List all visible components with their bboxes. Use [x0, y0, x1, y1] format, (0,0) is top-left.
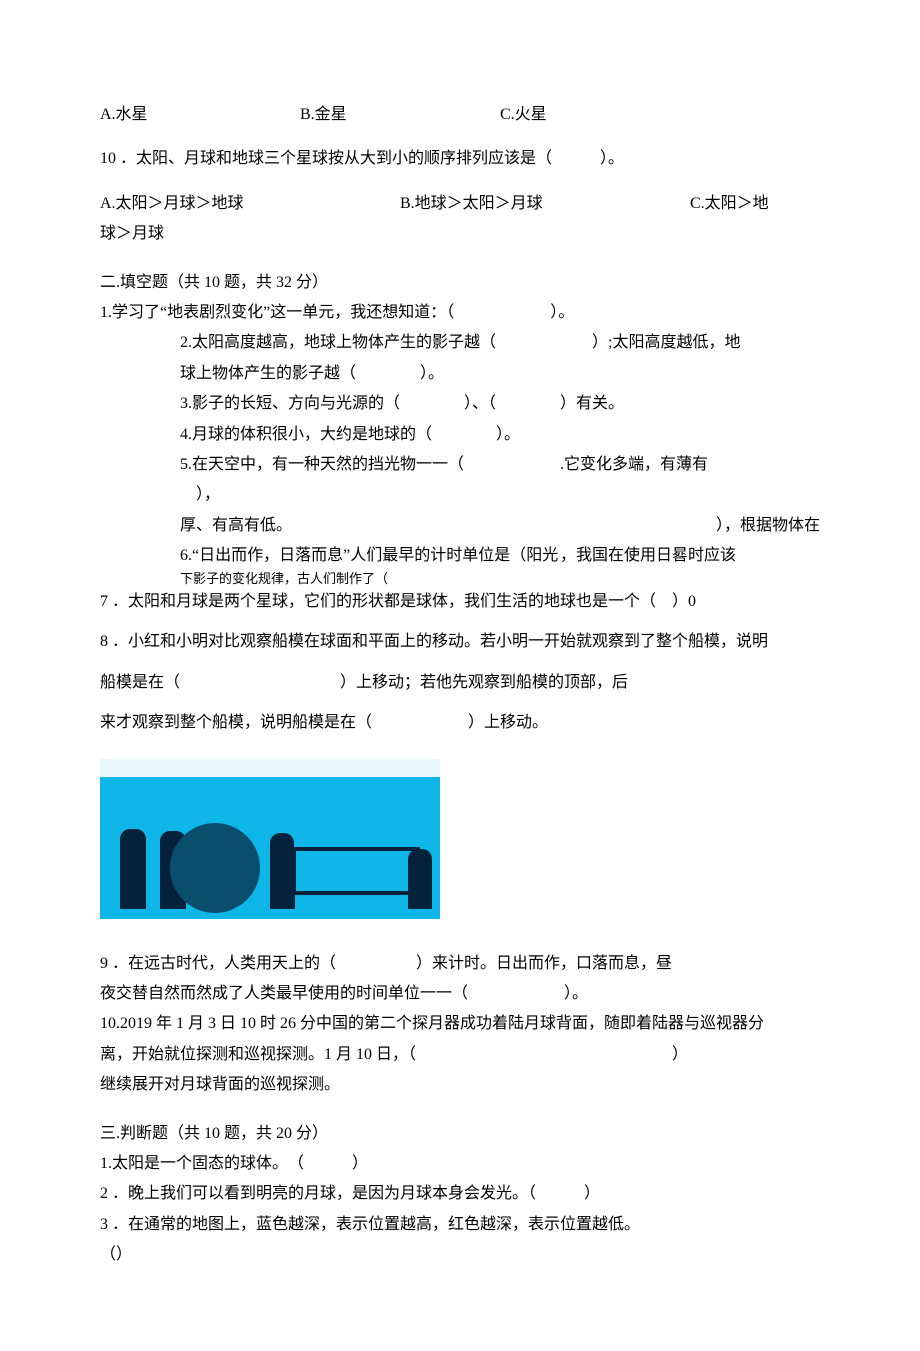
- fill-6-right-frag: ），根据物体在: [716, 511, 820, 541]
- fill-6-line1-a: 6.“日出而作，日落而息”人们最早的计时单位是（阳光: [180, 541, 560, 571]
- judge-3-line2: （）: [100, 1240, 820, 1270]
- fill-10-line2: 离，开始就位探测和巡视探测。1 月 10 日，（ ）: [100, 1040, 820, 1070]
- q10-opt-c-part2: 球＞月球: [100, 219, 820, 249]
- fill-8-line1: 8 ．小红和小明对比观察船模在球面和平面上的移动。若小明一开始就观察到了整个船模…: [100, 627, 820, 657]
- fill-5-line2: ），: [100, 480, 820, 510]
- figure-person-1: [120, 829, 146, 909]
- fill-6-line2: 下影子的变化规律，古人们制作了（: [100, 571, 820, 587]
- q10-opt-a: A.太阳＞月球＞地球: [100, 189, 400, 219]
- fill-8-line2: 船模是在（ ）上移动；若他先观察到船模的顶部，后: [100, 668, 820, 698]
- fill-1: 1.学习了“地表剧烈变化”这一单元，我还想知道：（ ）。: [100, 298, 820, 328]
- fill-10-line3: 继续展开对月球背面的巡视探测。: [100, 1070, 820, 1100]
- q10-stem: 10 ．太阳、月球和地球三个星球按从大到小的顺序排列应该是（ ）。: [100, 144, 820, 174]
- figure-person-5: [408, 849, 432, 909]
- q9-opt-c: C.火星: [500, 100, 547, 130]
- judge-1: 1.太阳是一个固态的球体。 （ ）: [100, 1149, 820, 1179]
- section-2-title: 二.填空题（共 10 题，共 32 分）: [100, 268, 820, 298]
- fill-6-line1-b: ，我国在使用日晷时应该: [560, 541, 736, 571]
- fill-8-line3: 来才观察到整个船模，说明船模是在（ ）上移动。: [100, 708, 820, 738]
- fill-9-line1: 9 ．在远古时代，人类用天上的（ ）来计时。日出而作，口落而息，昼: [100, 949, 820, 979]
- experiment-illustration: [100, 759, 440, 919]
- figure-table: [290, 847, 420, 895]
- figure-globe: [170, 823, 260, 913]
- fill-6-line1: 6.“日出而作，日落而息”人们最早的计时单位是（阳光 ，我国在使用日晷时应该: [100, 541, 820, 571]
- judge-3-line1: 3 ．在通常的地图上，蓝色越深，表示位置越高，红色越深，表示位置越低。: [100, 1210, 820, 1240]
- fill-10-line1: 10.2019 年 1 月 3 日 10 时 26 分中国的第二个探月器成功着陆…: [100, 1009, 820, 1039]
- q9-opt-a: A.水星: [100, 100, 300, 130]
- fill-2-line2: 球上物体产生的影子越（ ）。: [100, 359, 820, 389]
- fill-7: 7 ．太阳和月球是两个星球，它们的形状都是球体，我们生活的地球也是一个（ ）0: [100, 587, 820, 617]
- fill-5-line1: 5.在天空中，有一种天然的挡光物一一（ .它变化多端，有薄有: [100, 450, 820, 480]
- fill-5-line3: 厚、有高有低。: [180, 511, 716, 541]
- judge-2: 2 ．晚上我们可以看到明亮的月球，是因为月球本身会发光。（ ）: [100, 1179, 820, 1209]
- q9-opt-b: B.金星: [300, 100, 500, 130]
- fill-4: 4.月球的体积很小，大约是地球的（ ）。: [100, 420, 820, 450]
- illustration-sky: [100, 759, 440, 777]
- section-3-title: 三.判断题（共 10 题，共 20 分）: [100, 1119, 820, 1149]
- q10-options-line1: A.太阳＞月球＞地球 B.地球＞太阳＞月球 C.太阳＞地: [100, 189, 820, 219]
- q10-opt-c-part1: C.太阳＞地: [690, 189, 769, 219]
- fill-5-6-mixed: 厚、有高有低。 ），根据物体在: [100, 511, 820, 541]
- q9-options: A.水星 B.金星 C.火星: [100, 100, 820, 130]
- q10-opt-b: B.地球＞太阳＞月球: [400, 189, 690, 219]
- fill-3: 3.影子的长短、方向与光源的（ ）、（ ）有关。: [100, 389, 820, 419]
- fill-9-line2: 夜交替自然而然成了人类最早使用的时间单位一一（ ）。: [100, 979, 820, 1009]
- fill-2-line1: 2.太阳高度越高，地球上物体产生的影子越（ ）;太阳高度越低，地: [100, 328, 820, 358]
